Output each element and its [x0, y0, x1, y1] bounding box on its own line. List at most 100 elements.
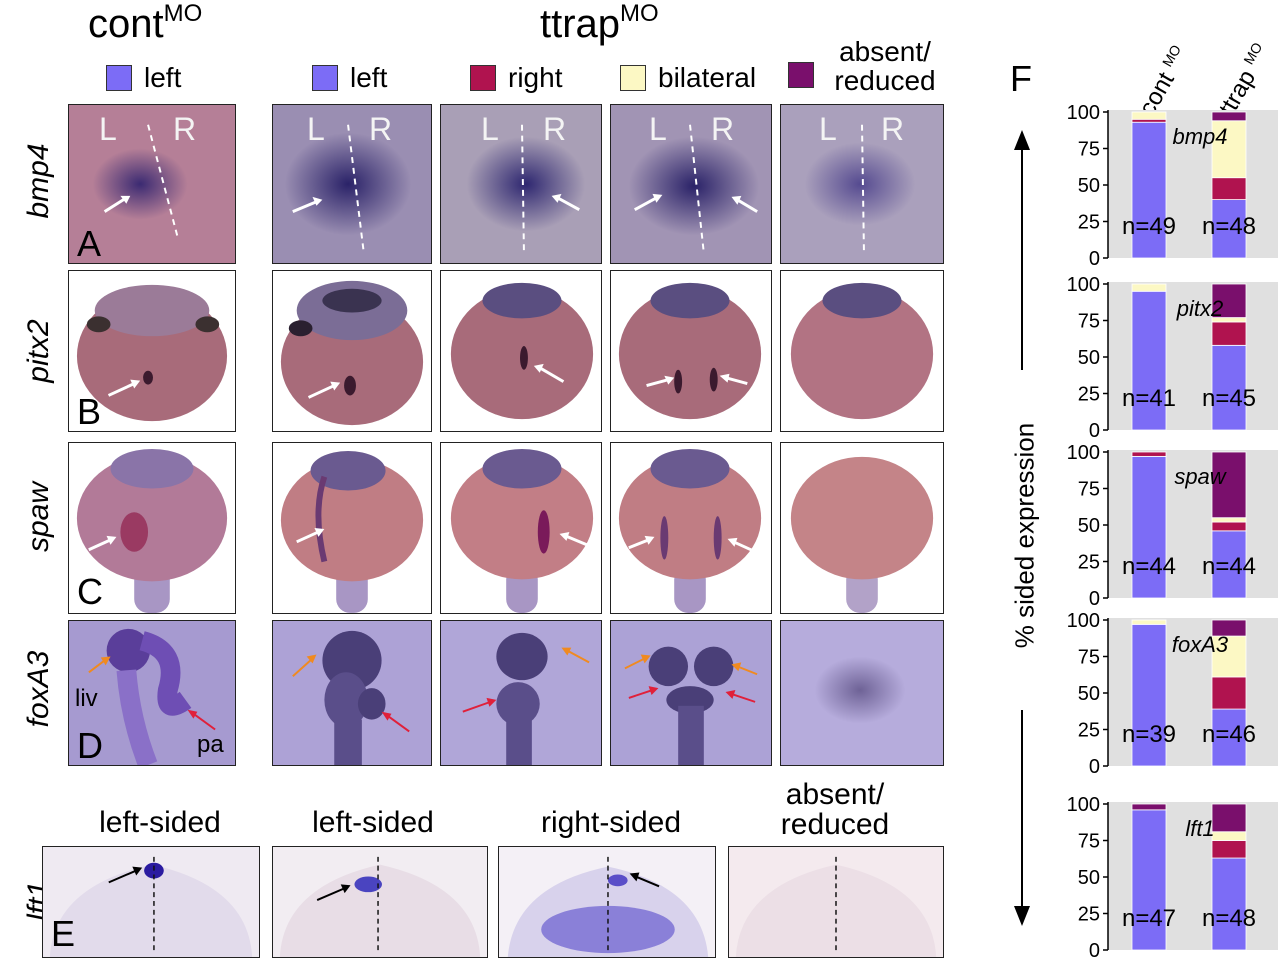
- chart-gene-label: pitx2: [1176, 296, 1223, 321]
- y-tick-label: 25: [1078, 904, 1100, 926]
- right-marker: R: [711, 111, 735, 147]
- image-foxa3-ttrap-absent: [780, 620, 944, 766]
- bar-segment-ttrap-left: [1211, 857, 1247, 951]
- y-tick-label: 100: [1067, 794, 1100, 816]
- bar-segment-cont-absent: [1131, 803, 1167, 811]
- legend-bilateral: bilateral: [620, 62, 756, 94]
- y-tick-label: 25: [1078, 212, 1100, 234]
- spaw-ttrap-left-embryo: [280, 450, 424, 613]
- pitx2-ttrap-bilateral-embryo: [618, 282, 762, 420]
- legend-absent: [788, 62, 826, 88]
- bar-segment-ttrap-right: [1211, 177, 1247, 200]
- y-tick-label: 0: [1089, 588, 1100, 610]
- left-marker: L: [649, 111, 667, 147]
- y-tick-label: 100: [1067, 274, 1100, 296]
- image-lft1-cont-left: E: [42, 846, 260, 958]
- bar-segment-ttrap-bilateral: [1211, 517, 1247, 523]
- n-label-cont: n=47: [1122, 905, 1176, 932]
- bar-segment-ttrap-left: [1211, 530, 1247, 599]
- gene-label-spaw: spaw: [22, 481, 55, 553]
- chart-gene-label: foxA3: [1172, 632, 1229, 657]
- right-marker: R: [881, 111, 905, 147]
- legend-ttrap-left: left: [312, 62, 387, 94]
- bar-segment-ttrap-absent: [1211, 451, 1247, 519]
- right-marker: R: [543, 111, 567, 147]
- image-pitx2-ttrap-bilateral: [610, 270, 772, 432]
- image-bmp4-cont-left: L R A: [68, 104, 236, 264]
- bar-segment-ttrap-absent: [1211, 619, 1247, 637]
- foxa3-ttrap-absent-stain: [814, 656, 906, 724]
- foxa3-ttrap-left-stain: [292, 630, 410, 765]
- spaw-ttrap-absent-embryo: [790, 456, 934, 613]
- y-tick-label: 100: [1067, 442, 1100, 464]
- lft1-cont-embryo: [49, 856, 253, 957]
- n-label-ttrap: n=48: [1202, 213, 1256, 240]
- y-tick-label: 0: [1089, 756, 1100, 778]
- lft1-header-col2: left-sided: [312, 806, 434, 839]
- y-tick-label: 75: [1078, 647, 1100, 669]
- image-spaw-ttrap-left: [272, 442, 432, 614]
- liver-label: liv: [75, 685, 98, 712]
- legend-absent-label: absent/ reduced: [834, 36, 936, 96]
- legend-cont-left: left: [106, 62, 181, 94]
- lft1-header-col4: absent/ reduced: [780, 778, 890, 841]
- absent-swatch: [788, 62, 814, 88]
- chart-panel-spaw: 0 25 50 75 100 n=44 n=44 spaw: [1067, 442, 1278, 610]
- image-bmp4-ttrap-bilateral: L R: [610, 104, 772, 264]
- image-foxa3-ttrap-bilateral: [610, 620, 772, 766]
- lft1-header-col1: left-sided: [99, 806, 221, 839]
- y-axis-arrow: [1014, 130, 1030, 926]
- y-tick-label: 75: [1078, 479, 1100, 501]
- panel-letter-d: D: [77, 725, 103, 766]
- lft1-ttrap-right-embryo: [507, 856, 709, 957]
- spaw-ttrap-right-embryo: [450, 448, 594, 613]
- pitx2-ttrap-right-embryo: [450, 282, 594, 420]
- left-marker: L: [481, 111, 499, 147]
- bmp4-cont-stain: [92, 124, 188, 238]
- chart-panel-bmp4: 0 25 50 75 100 n=49 n=48 bmp4: [1067, 102, 1278, 270]
- bar-segment-cont-bilateral: [1131, 111, 1167, 120]
- y-tick-label: 0: [1089, 420, 1100, 442]
- image-spaw-ttrap-bilateral: [610, 442, 772, 614]
- bar-segment-ttrap-right: [1211, 676, 1247, 710]
- cont-mo-header: contMO: [88, 0, 203, 46]
- bmp4-ttrap-bilateral-stain: [628, 124, 760, 254]
- y-tick-label: 75: [1078, 139, 1100, 161]
- y-tick-label: 50: [1078, 347, 1100, 369]
- gene-label-pitx2: pitx2: [22, 319, 55, 383]
- foxa3-cont-stain: [88, 628, 216, 765]
- gene-label-foxa3: foxA3: [22, 650, 55, 728]
- image-spaw-ttrap-absent: [780, 442, 944, 614]
- chart-gene-label: spaw: [1174, 464, 1227, 489]
- panel-letter-a: A: [77, 223, 102, 264]
- image-foxa3-ttrap-left: [272, 620, 432, 766]
- chart-panel-pitx2: 0 25 50 75 100 n=41 n=45 pitx2: [1067, 274, 1278, 442]
- image-pitx2-cont-left: B: [68, 270, 236, 432]
- bar-segment-cont-right: [1131, 118, 1167, 123]
- bar-segment-ttrap-bilateral: [1211, 831, 1247, 841]
- bar-segment-cont-left: [1131, 809, 1167, 951]
- image-bmp4-ttrap-absent: L R: [780, 104, 944, 264]
- y-tick-label: 25: [1078, 720, 1100, 742]
- n-label-ttrap: n=46: [1202, 721, 1256, 748]
- y-tick-label: 25: [1078, 552, 1100, 574]
- spaw-cont-embryo: [76, 448, 228, 613]
- y-tick-label: 0: [1089, 248, 1100, 270]
- pitx2-ttrap-absent-embryo: [790, 282, 934, 420]
- pitx2-ttrap-left-embryo: [280, 280, 424, 426]
- n-label-cont: n=39: [1122, 721, 1176, 748]
- image-foxa3-cont-left: liv pa D: [68, 620, 236, 766]
- stacked-bar-chart: 0 25 50 75 100 n=49 n=48 bmp4 0 25 50 75 100 n=41 n=45…: [1014, 102, 1278, 962]
- bmp4-ttrap-right-stain: [466, 124, 586, 254]
- right-swatch: [470, 65, 496, 91]
- bar-segment-cont-bilateral: [1131, 283, 1167, 292]
- n-label-ttrap: n=48: [1202, 905, 1256, 932]
- n-label-cont: n=41: [1122, 385, 1176, 412]
- spaw-ttrap-bilateral-embryo: [618, 448, 762, 613]
- image-pitx2-ttrap-right: [440, 270, 602, 432]
- y-tick-label: 75: [1078, 311, 1100, 333]
- left-marker: L: [819, 111, 837, 147]
- left-marker: L: [99, 111, 117, 147]
- n-label-cont: n=49: [1122, 213, 1176, 240]
- gene-label-bmp4: bmp4: [22, 143, 55, 219]
